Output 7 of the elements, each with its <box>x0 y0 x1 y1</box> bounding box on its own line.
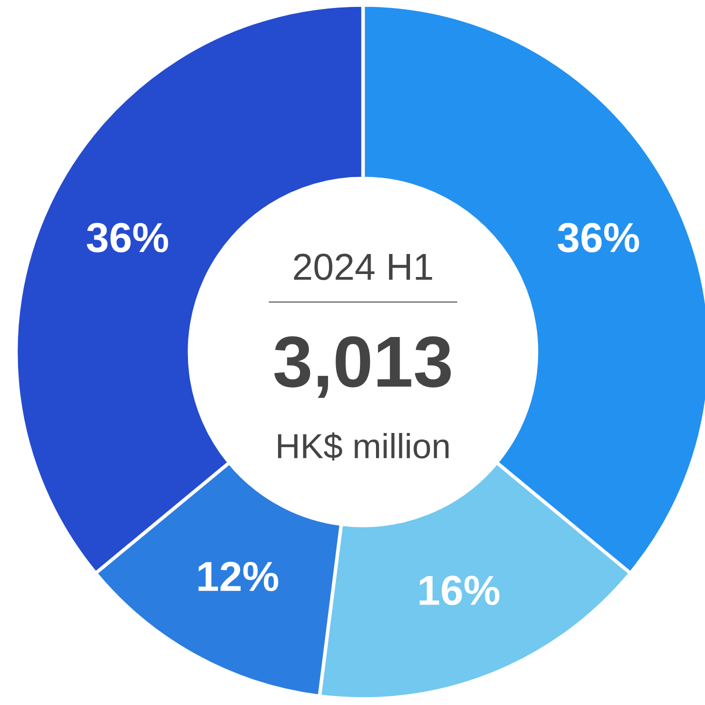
text: 3,013 <box>274 336 451 398</box>
text: 2024 H1 <box>294 254 432 280</box>
data-label: 16% <box>420 576 500 606</box>
data-label: 12% <box>198 562 278 592</box>
data-label: 36% <box>558 222 640 252</box>
text: HK$ million <box>278 432 449 461</box>
data-label: 36% <box>86 222 168 252</box>
